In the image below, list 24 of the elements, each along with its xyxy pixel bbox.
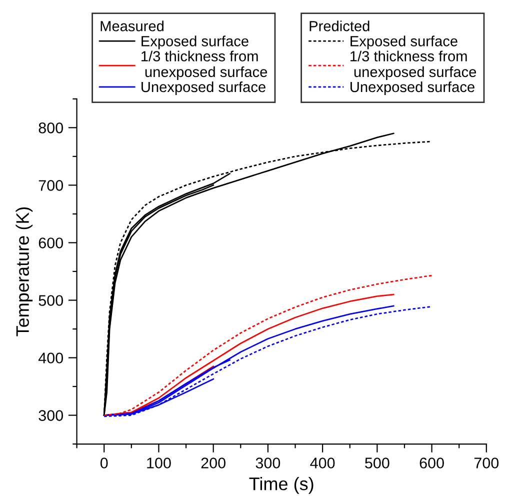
x-tick-label: 200 xyxy=(201,458,226,468)
text: Measured xyxy=(100,20,164,32)
x-tick-label: 100 xyxy=(147,458,171,468)
legend-label: 1/3 thickness from unexposed surface xyxy=(142,50,268,80)
x-tick-label: 700 xyxy=(474,458,499,468)
x-tick-label: 500 xyxy=(365,458,390,468)
y-tick-label: 700 xyxy=(38,180,64,191)
y-tick-label: 600 xyxy=(38,238,64,248)
x-tick-label: 0 xyxy=(100,458,108,468)
text: Predicted xyxy=(310,20,370,32)
x-tick-label: 600 xyxy=(420,458,444,468)
legend-label: 1/3 thickness from unexposed surface xyxy=(350,50,476,80)
legend-label: Unexposed surface xyxy=(142,81,266,96)
legend-label: Exposed surface xyxy=(142,36,248,50)
x-axis-title: Time (s) xyxy=(249,477,314,494)
y-tick-label: 300 xyxy=(38,410,64,421)
x-tick-label: 400 xyxy=(310,458,335,468)
legend-label: Unexposed surface xyxy=(350,81,474,96)
y-axis-title: Temperature (K) xyxy=(16,207,33,336)
y-tick-label: 500 xyxy=(38,295,64,306)
x-tick-label: 300 xyxy=(256,458,280,468)
y-tick-label: 400 xyxy=(38,352,64,364)
y-tick-label: 800 xyxy=(38,122,64,134)
legend-label: Exposed surface xyxy=(350,36,458,50)
